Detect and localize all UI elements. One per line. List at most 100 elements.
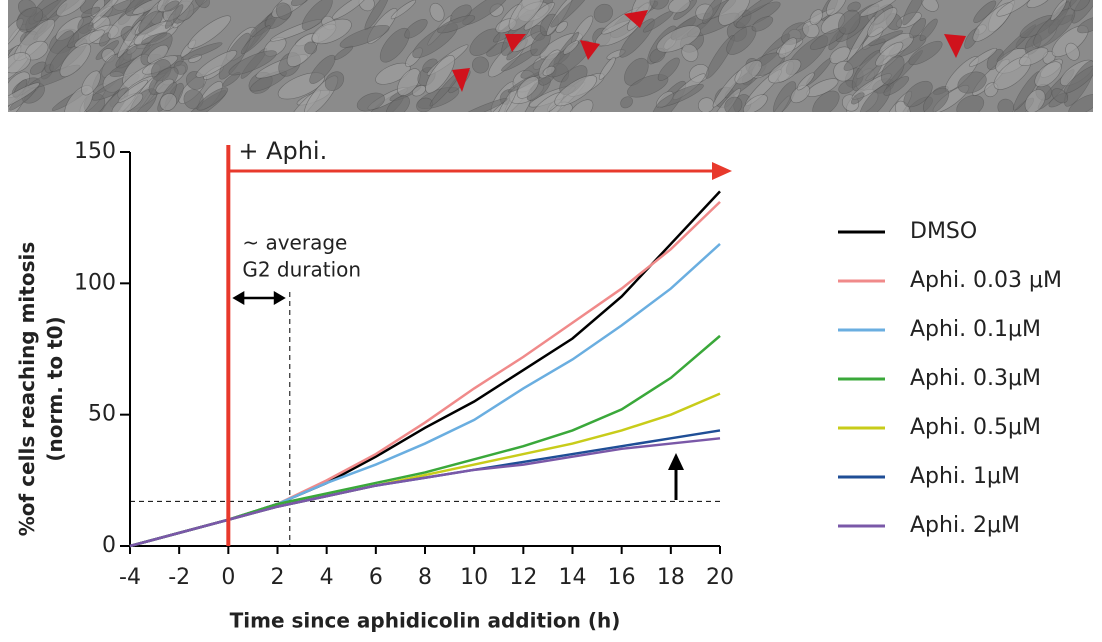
cell <box>117 20 142 58</box>
series-line <box>129 243 721 548</box>
cell <box>768 58 802 84</box>
arrowhead <box>452 68 470 92</box>
cell <box>902 0 928 26</box>
cell <box>228 50 277 76</box>
series-line <box>129 190 721 548</box>
cell <box>554 75 598 107</box>
x-tick-label: -2 <box>168 565 190 590</box>
cell <box>275 2 292 20</box>
cell <box>1068 94 1093 112</box>
cell <box>593 3 614 23</box>
cell <box>627 74 669 98</box>
cell <box>324 71 345 91</box>
cell <box>741 0 786 17</box>
microscopy-image <box>8 0 1093 112</box>
cell <box>620 96 633 109</box>
arrowheads <box>452 10 966 92</box>
cell <box>718 0 751 26</box>
cell <box>598 56 616 80</box>
x-tick-label: 8 <box>418 565 432 590</box>
cell <box>339 24 390 48</box>
cell <box>404 19 428 39</box>
cell <box>81 70 101 96</box>
cell <box>1018 47 1049 66</box>
x-tick-label: -4 <box>119 565 141 590</box>
cell <box>181 42 223 61</box>
cell <box>74 29 105 48</box>
cell <box>968 47 998 67</box>
cell <box>909 17 927 39</box>
cell <box>809 9 823 26</box>
y-tick-label: 150 <box>74 139 116 164</box>
cell <box>1026 0 1051 8</box>
cell <box>117 79 148 103</box>
cell <box>390 0 417 20</box>
cell <box>1077 16 1093 34</box>
cell <box>921 0 939 12</box>
cell <box>1063 65 1093 94</box>
cell <box>132 0 162 15</box>
cell <box>702 0 723 25</box>
cell <box>196 87 229 111</box>
up-arrow-head <box>668 453 684 470</box>
cell <box>734 60 763 85</box>
cell <box>16 7 44 31</box>
cell <box>472 56 489 74</box>
cell <box>751 16 774 32</box>
series-line <box>129 334 721 548</box>
arrowhead <box>624 10 648 28</box>
cell <box>908 40 943 66</box>
cell <box>826 0 848 16</box>
annotation: G2 duration <box>242 258 361 282</box>
x-tick-label: 12 <box>509 565 537 590</box>
cell <box>437 15 476 34</box>
cell <box>195 50 238 78</box>
cell <box>59 43 92 78</box>
y-tick-label: 0 <box>102 533 116 558</box>
cell <box>516 76 539 99</box>
x-tick-label: 18 <box>657 565 685 590</box>
legend-label: Aphi. 0.03 μM <box>910 268 1062 293</box>
arrowhead <box>580 40 600 60</box>
cell <box>1065 42 1080 61</box>
cell <box>1051 88 1069 104</box>
cell <box>309 54 336 84</box>
y-axis-label: %of cells reaching mitosis (norm. to t0) <box>15 242 67 537</box>
cell <box>657 83 704 108</box>
cell <box>1024 89 1046 112</box>
cell <box>773 81 797 112</box>
cell <box>790 84 811 104</box>
cell <box>1034 61 1062 88</box>
cell <box>159 93 177 111</box>
cell <box>8 82 40 111</box>
legend-label: Aphi. 0.1μM <box>910 317 1041 342</box>
cell <box>81 6 101 18</box>
cell <box>867 7 898 38</box>
cell <box>778 37 797 59</box>
cell <box>838 9 861 35</box>
cell <box>508 0 546 31</box>
series-line <box>129 201 721 548</box>
cell <box>290 0 310 7</box>
y-tick-label: 100 <box>74 270 116 295</box>
cell <box>883 76 910 96</box>
x-tick-label: 14 <box>559 565 587 590</box>
cell <box>1050 0 1067 21</box>
cell <box>881 55 905 85</box>
g2-arrow-head <box>232 291 245 305</box>
cell <box>311 18 352 45</box>
cell <box>194 0 210 9</box>
cell <box>668 0 691 14</box>
cell <box>397 68 421 96</box>
cell <box>956 95 985 112</box>
legend-label: Aphi. 0.5μM <box>910 415 1041 440</box>
cell <box>542 65 556 77</box>
cell <box>957 71 987 94</box>
cell <box>919 18 938 41</box>
cell <box>331 0 368 20</box>
cell <box>164 4 184 29</box>
cell <box>358 0 375 12</box>
annotation: ~ average <box>242 231 347 255</box>
cell <box>796 72 815 91</box>
cell <box>8 52 31 74</box>
